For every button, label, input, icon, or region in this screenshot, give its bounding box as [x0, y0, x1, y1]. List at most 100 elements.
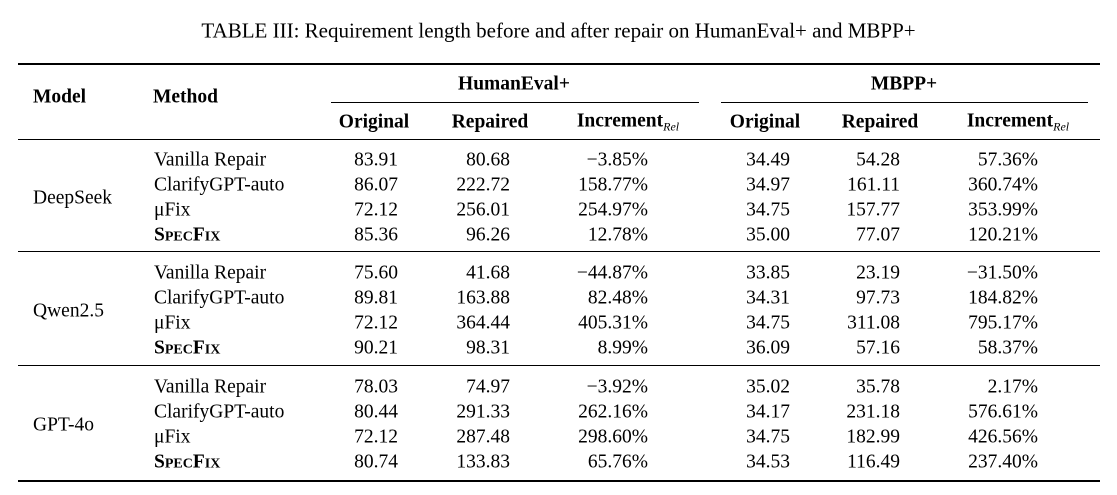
rule — [18, 139, 1100, 140]
method-name: SpecFix — [154, 224, 221, 246]
cell: 120.21% — [968, 224, 1038, 246]
cell: 237.40% — [968, 451, 1038, 473]
cell: 80.44 — [354, 401, 398, 423]
cell: 83.91 — [354, 149, 398, 171]
cell: 8.99% — [597, 337, 648, 359]
column-header: Increment — [966, 110, 1054, 132]
method-header: Method — [153, 86, 218, 108]
cell: 158.77% — [578, 174, 648, 196]
method-name: Vanilla Repair — [154, 376, 267, 398]
cell: 90.21 — [354, 337, 398, 359]
cell: 74.97 — [466, 376, 510, 398]
cell: 256.01 — [456, 199, 510, 221]
cell: 80.74 — [354, 451, 398, 473]
method-name: ClarifyGPT-auto — [154, 401, 285, 423]
column-header: Original — [729, 111, 801, 133]
method-name: μFix — [154, 426, 191, 448]
cell: 231.18 — [846, 401, 900, 423]
cell: 2.17% — [987, 376, 1038, 398]
cell: −44.87% — [576, 262, 648, 284]
cell: 41.68 — [466, 262, 510, 284]
cell: 78.03 — [354, 376, 398, 398]
cell: 35.00 — [746, 224, 790, 246]
cell: 34.49 — [746, 149, 790, 171]
rule — [331, 102, 699, 103]
cell: 133.83 — [456, 451, 510, 473]
cell: −31.50% — [966, 262, 1038, 284]
cell: 58.37% — [977, 337, 1038, 359]
cell: 23.19 — [856, 262, 900, 284]
model-header: Model — [33, 86, 87, 108]
cell: 82.48% — [587, 287, 648, 309]
cell: 161.11 — [847, 174, 900, 196]
cell: 75.60 — [354, 262, 398, 284]
cell: 353.99% — [968, 199, 1038, 221]
cell: 72.12 — [354, 426, 398, 448]
cell: 222.72 — [456, 174, 510, 196]
column-header: Repaired — [451, 111, 529, 133]
cell: 96.26 — [466, 224, 510, 246]
cell: 364.44 — [456, 312, 510, 334]
method-name: Vanilla Repair — [154, 149, 267, 171]
cell: 405.31% — [578, 312, 648, 334]
cell: 35.02 — [746, 376, 790, 398]
cell: 262.16% — [578, 401, 648, 423]
method-name: μFix — [154, 199, 191, 221]
column-header-group: IncrementRel — [478, 110, 778, 132]
cell: 184.82% — [968, 287, 1038, 309]
column-header-subscript: Rel — [1053, 119, 1070, 134]
method-name: μFix — [154, 312, 191, 334]
cell: 85.36 — [354, 224, 398, 246]
cell: 426.56% — [968, 426, 1038, 448]
cell: −3.92% — [586, 376, 648, 398]
cell: −3.85% — [586, 149, 648, 171]
rule — [18, 251, 1100, 252]
cell: 54.28 — [856, 149, 900, 171]
cell: 57.16 — [856, 337, 900, 359]
cell: 163.88 — [456, 287, 510, 309]
cell: 157.77 — [846, 199, 900, 221]
rule — [18, 365, 1100, 366]
cell: 795.17% — [968, 312, 1038, 334]
model-name: GPT-4o — [33, 413, 95, 435]
rule — [18, 63, 1100, 65]
cell: 35.78 — [856, 376, 900, 398]
cell: 311.08 — [847, 312, 900, 334]
method-name: ClarifyGPT-auto — [154, 174, 285, 196]
method-name: Vanilla Repair — [154, 262, 267, 284]
group-header: MBPP+ — [870, 73, 938, 95]
cell: 254.97% — [578, 199, 648, 221]
cell: 57.36% — [977, 149, 1038, 171]
cell: 72.12 — [354, 199, 398, 221]
cell: 33.85 — [746, 262, 790, 284]
column-header-group: IncrementRel — [868, 110, 1117, 134]
cell: 116.49 — [847, 451, 900, 473]
cell: 80.68 — [466, 149, 510, 171]
model-name: DeepSeek — [33, 186, 113, 208]
cell: 36.09 — [746, 337, 790, 359]
cell: 34.75 — [746, 312, 790, 334]
cell: 86.07 — [354, 174, 398, 196]
column-header: Increment — [576, 110, 664, 132]
group-header: HumanEval+ — [458, 73, 570, 95]
method-name: SpecFix — [154, 451, 221, 473]
cell: 72.12 — [354, 312, 398, 334]
column-header: Original — [338, 111, 410, 133]
cell: 34.17 — [746, 401, 790, 423]
cell: 97.73 — [856, 287, 900, 309]
cell: 576.61% — [968, 401, 1038, 423]
cell: 287.48 — [456, 426, 510, 448]
column-header: Repaired — [841, 111, 919, 133]
table-title: TABLE III: Requirement length before and… — [201, 18, 916, 43]
cell: 34.75 — [746, 199, 790, 221]
cell: 291.33 — [456, 401, 510, 423]
cell: 65.76% — [587, 451, 648, 473]
cell: 98.31 — [466, 337, 510, 359]
cell: 89.81 — [354, 287, 398, 309]
model-name: Qwen2.5 — [33, 299, 104, 321]
cell: 34.75 — [746, 426, 790, 448]
rule — [18, 480, 1100, 482]
cell: 12.78% — [587, 224, 648, 246]
cell: 77.07 — [856, 224, 900, 246]
